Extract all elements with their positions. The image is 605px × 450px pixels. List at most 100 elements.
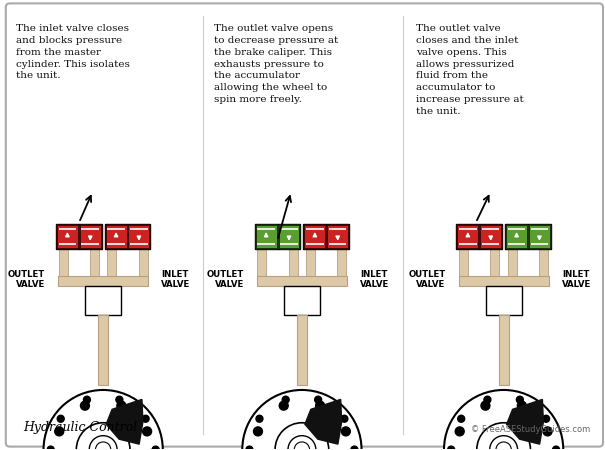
FancyBboxPatch shape bbox=[6, 4, 603, 446]
Bar bbox=[56, 224, 102, 249]
Bar bbox=[98, 315, 108, 385]
Bar bbox=[278, 225, 299, 248]
Bar bbox=[459, 248, 468, 276]
Circle shape bbox=[288, 436, 316, 450]
Bar bbox=[304, 225, 325, 248]
Bar bbox=[108, 248, 116, 276]
Text: INLET
VALVE: INLET VALVE bbox=[360, 270, 389, 289]
Circle shape bbox=[517, 396, 523, 403]
Circle shape bbox=[316, 401, 324, 410]
Bar bbox=[128, 225, 149, 248]
Bar bbox=[297, 315, 307, 385]
Circle shape bbox=[96, 442, 111, 450]
Bar bbox=[278, 225, 299, 248]
Text: © FreeASEStudyGuides.com: © FreeASEStudyGuides.com bbox=[471, 425, 590, 434]
Circle shape bbox=[280, 401, 288, 410]
Bar bbox=[486, 286, 522, 315]
Circle shape bbox=[256, 415, 263, 422]
Bar bbox=[59, 248, 68, 276]
Circle shape bbox=[57, 415, 64, 422]
Bar bbox=[306, 248, 315, 276]
Bar bbox=[284, 286, 320, 315]
Circle shape bbox=[143, 427, 152, 436]
Text: OUTLET
VALVE: OUTLET VALVE bbox=[8, 270, 45, 289]
Circle shape bbox=[294, 442, 310, 450]
Bar bbox=[80, 225, 100, 248]
Bar bbox=[105, 224, 151, 249]
Bar bbox=[338, 248, 346, 276]
Circle shape bbox=[90, 436, 117, 450]
Circle shape bbox=[477, 423, 531, 450]
Circle shape bbox=[47, 446, 54, 450]
Circle shape bbox=[242, 390, 362, 450]
Bar bbox=[459, 276, 549, 286]
Polygon shape bbox=[106, 400, 143, 444]
Circle shape bbox=[448, 446, 454, 450]
Circle shape bbox=[481, 401, 490, 410]
Bar bbox=[258, 248, 266, 276]
Bar bbox=[480, 225, 501, 248]
Circle shape bbox=[517, 401, 526, 410]
Circle shape bbox=[484, 396, 491, 403]
Bar bbox=[57, 225, 78, 248]
Bar bbox=[85, 286, 121, 315]
Bar bbox=[304, 225, 325, 248]
Polygon shape bbox=[506, 400, 543, 444]
Text: The outlet valve opens
to decrease pressure at
the brake caliper. This
exhausts : The outlet valve opens to decrease press… bbox=[214, 24, 339, 104]
Circle shape bbox=[341, 415, 348, 422]
Circle shape bbox=[246, 446, 253, 450]
Bar bbox=[491, 248, 499, 276]
Bar bbox=[256, 225, 276, 248]
Bar bbox=[257, 276, 347, 286]
Bar bbox=[106, 225, 126, 248]
Text: Hydraulic Control: Hydraulic Control bbox=[24, 421, 138, 434]
Circle shape bbox=[116, 396, 123, 403]
Bar bbox=[506, 225, 527, 248]
Circle shape bbox=[282, 396, 289, 403]
Bar bbox=[506, 225, 527, 248]
Circle shape bbox=[315, 396, 322, 403]
Circle shape bbox=[489, 436, 517, 450]
Bar bbox=[456, 224, 502, 249]
Circle shape bbox=[55, 427, 64, 436]
Circle shape bbox=[44, 390, 163, 450]
Circle shape bbox=[543, 427, 552, 436]
Bar bbox=[457, 225, 479, 248]
Circle shape bbox=[117, 401, 126, 410]
Circle shape bbox=[455, 427, 464, 436]
Circle shape bbox=[83, 396, 90, 403]
Bar bbox=[303, 224, 349, 249]
Bar bbox=[289, 248, 298, 276]
Text: INLET
VALVE: INLET VALVE bbox=[562, 270, 591, 289]
Bar bbox=[57, 225, 78, 248]
Circle shape bbox=[444, 390, 563, 450]
Circle shape bbox=[552, 446, 560, 450]
Bar bbox=[508, 248, 517, 276]
Circle shape bbox=[76, 423, 130, 450]
Bar bbox=[58, 276, 148, 286]
Text: The outlet valve
closes and the inlet
valve opens. This
allows pressurized
fluid: The outlet valve closes and the inlet va… bbox=[416, 24, 524, 116]
Bar bbox=[327, 225, 348, 248]
Text: OUTLET
VALVE: OUTLET VALVE bbox=[408, 270, 445, 289]
Circle shape bbox=[496, 442, 511, 450]
Bar bbox=[499, 315, 509, 385]
Polygon shape bbox=[305, 400, 342, 444]
Bar bbox=[256, 225, 276, 248]
Text: INLET
VALVE: INLET VALVE bbox=[162, 270, 191, 289]
Bar bbox=[505, 224, 551, 249]
Circle shape bbox=[142, 415, 149, 422]
Bar bbox=[529, 225, 550, 248]
Circle shape bbox=[275, 423, 329, 450]
Bar bbox=[539, 248, 548, 276]
Circle shape bbox=[351, 446, 358, 450]
Bar bbox=[529, 225, 550, 248]
Circle shape bbox=[80, 401, 90, 410]
Circle shape bbox=[253, 427, 263, 436]
Circle shape bbox=[543, 415, 549, 422]
Bar bbox=[80, 225, 100, 248]
Bar bbox=[90, 248, 99, 276]
Bar bbox=[255, 224, 301, 249]
Bar bbox=[480, 225, 501, 248]
Bar bbox=[128, 225, 149, 248]
Circle shape bbox=[458, 415, 465, 422]
